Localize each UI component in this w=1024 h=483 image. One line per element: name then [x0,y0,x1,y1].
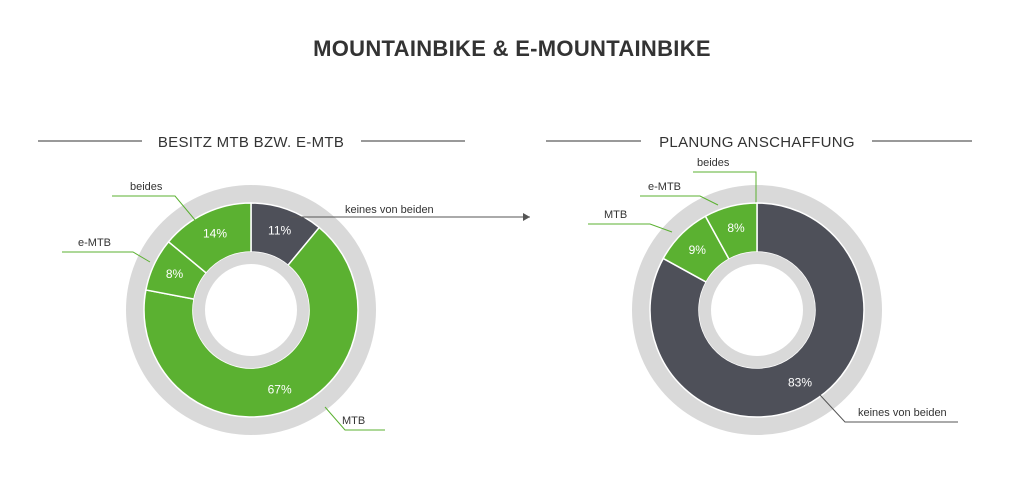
donut-hole [711,264,803,356]
donut-chart-ownership: BESITZ MTB BZW. E-MTB 11% keines von beid… [38,134,530,435]
slice-value-label: 9% [689,243,707,257]
callout-line [62,251,151,263]
callout-label-e-mtb: e-MTB [78,237,111,249]
slice-value-label: 14% [203,227,227,241]
callout-line [324,406,385,431]
callout-label-beides: beides [130,181,163,193]
callout-label-keines-von-beiden: keines von beiden [345,204,434,216]
slice-value-label: 83% [788,376,812,390]
callout-line [640,195,719,206]
callout-label-e-mtb: e-MTB [648,181,681,193]
callout-line [693,171,757,204]
slice-value-label: 8% [727,221,745,235]
donut-hole [205,264,297,356]
slice-value-label: 67% [268,383,292,397]
callout-line [819,394,958,423]
callout-label-mtb: MTB [604,209,627,221]
chart-title: BESITZ MTB BZW. E-MTB [158,134,344,151]
callout-line [112,195,196,221]
callout-label-mtb: MTB [342,415,365,427]
callout-line [588,223,673,233]
page-title: MOUNTAINBIKE & E-MOUNTAINBIKE [313,36,711,61]
callout-label-keines-von-beiden: keines von beiden [858,407,947,419]
slice-value-label: 11% [268,223,291,237]
callout-label-beides: beides [697,157,730,169]
slice-e-mtb [704,202,758,261]
callout-arrowhead [523,213,530,221]
slice-value-label: 8% [166,267,184,281]
chart-title: PLANUNG ANSCHAFFUNG [659,134,855,151]
